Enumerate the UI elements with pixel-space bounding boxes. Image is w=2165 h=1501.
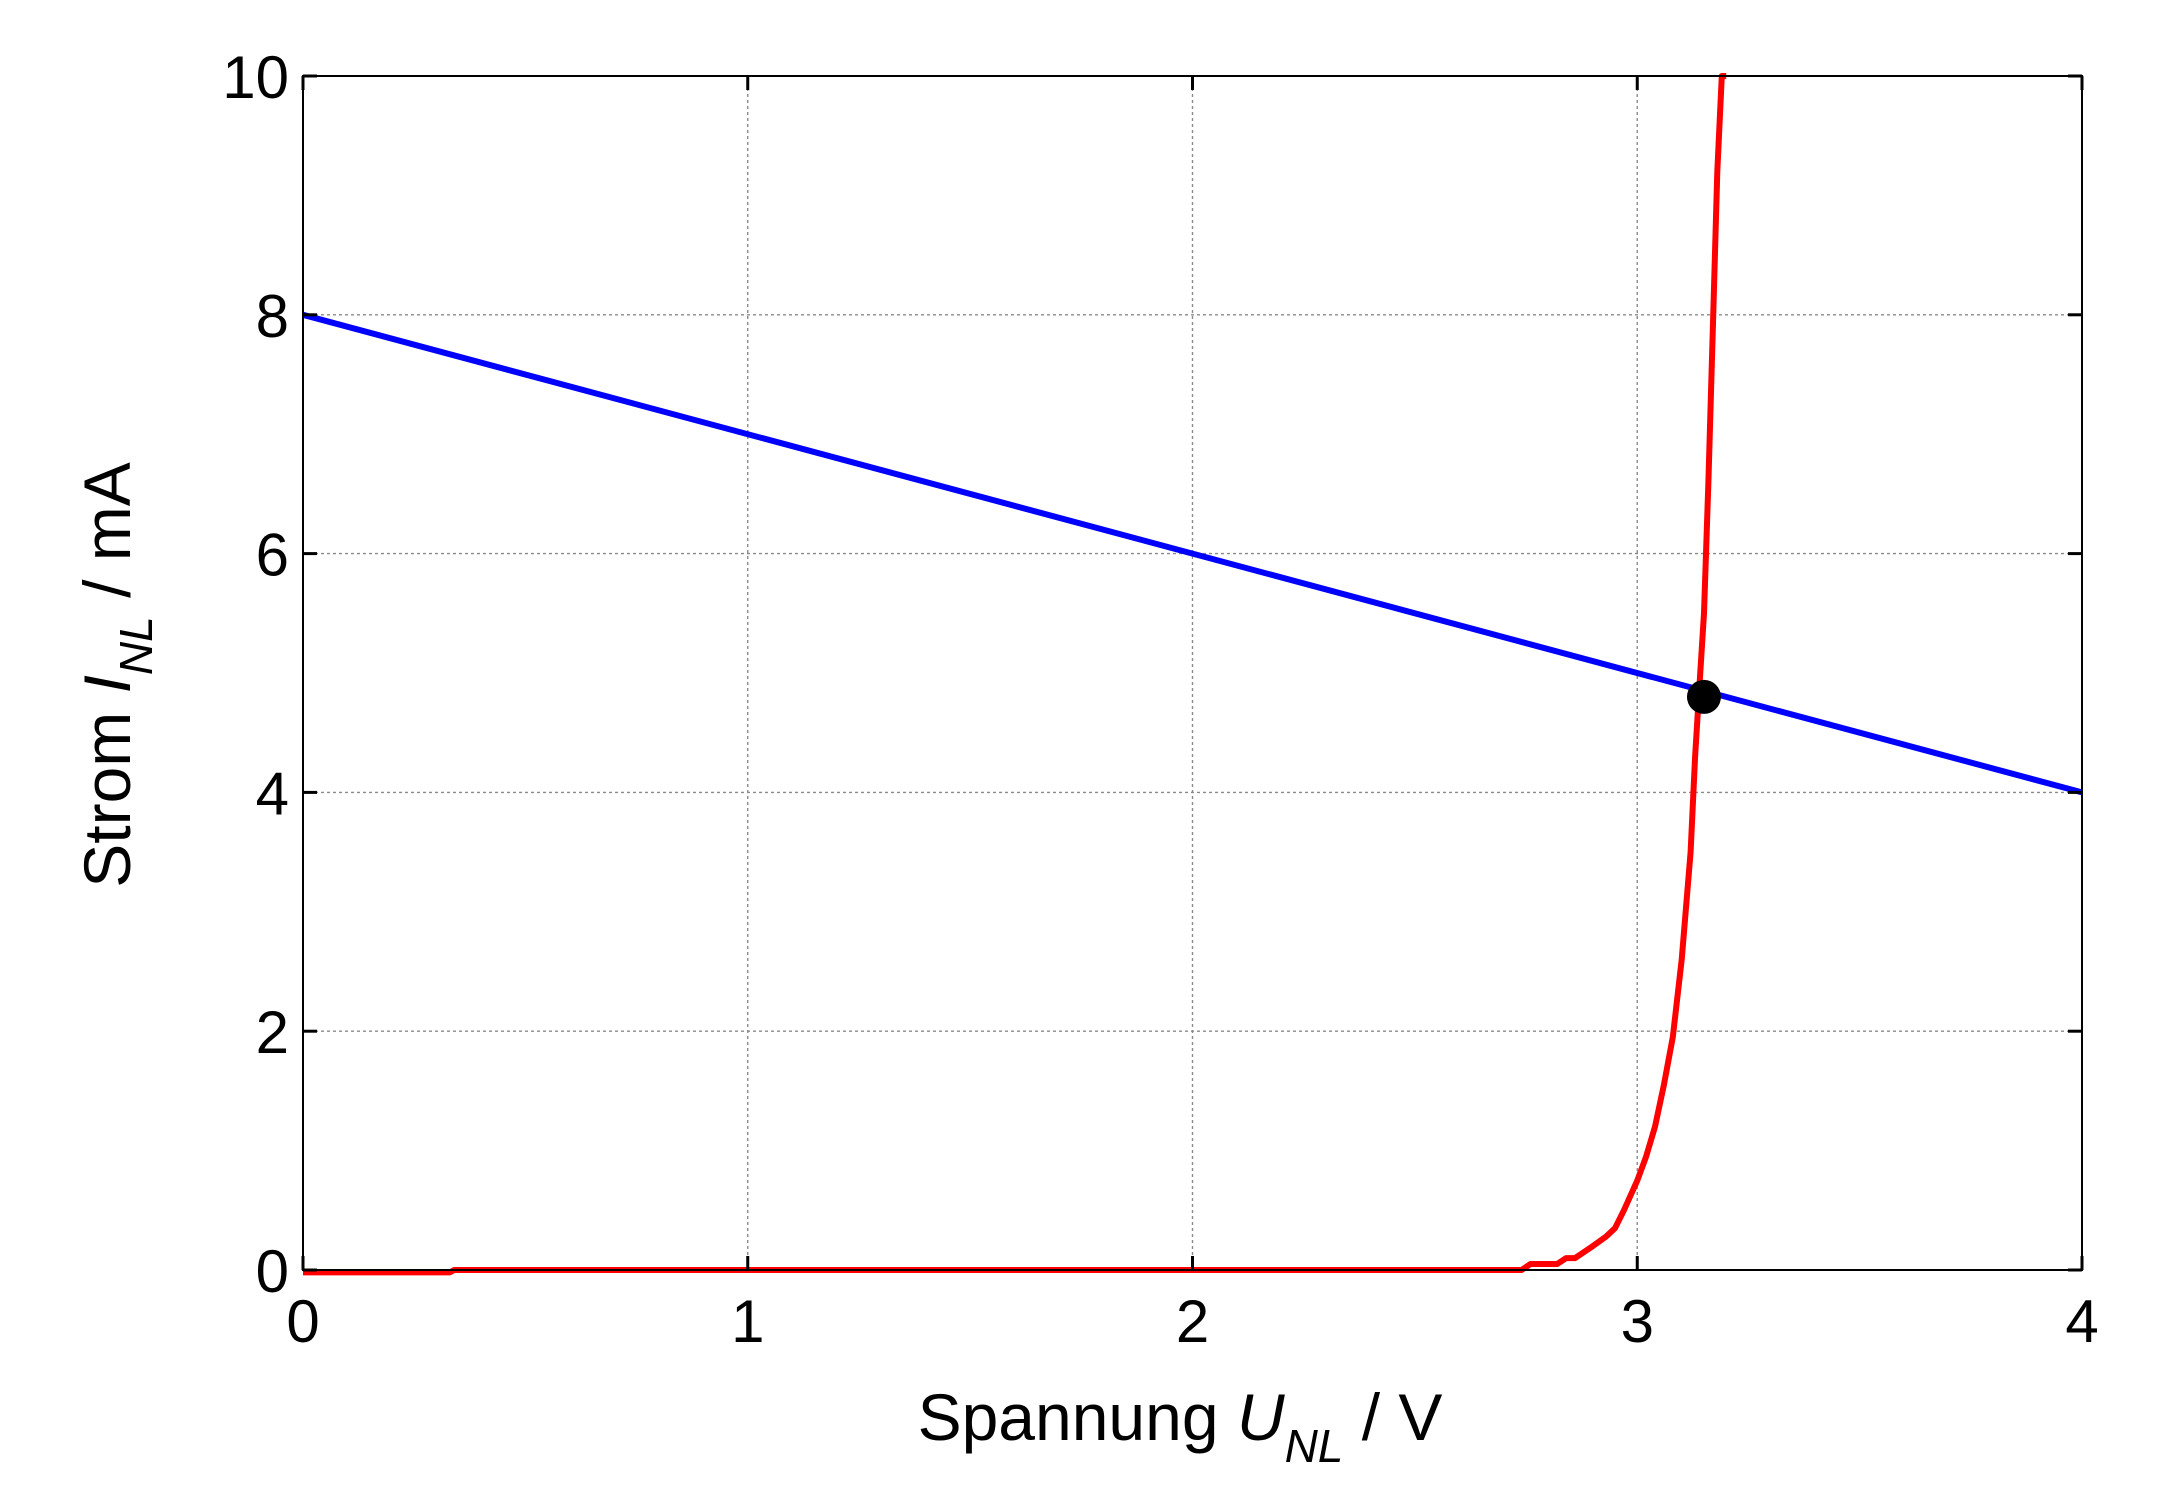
y-tick-label: 8: [256, 283, 289, 350]
annotations: [1686, 679, 1721, 714]
operating-point-marker: [1686, 679, 1721, 714]
y-tick-label: 4: [256, 760, 289, 827]
x-tick-label: 3: [1621, 1288, 1654, 1355]
series-line-0: [302, 311, 2083, 796]
x-tick-label: 2: [1176, 1288, 1209, 1355]
y-tick-label: 10: [222, 44, 289, 111]
x-axis-label: Spannung UNL / V: [918, 1380, 1443, 1472]
y-tick-label: 0: [256, 1238, 289, 1305]
y-axis-label: Strom INL / mA: [70, 462, 162, 888]
series-lines: [302, 73, 2083, 1276]
x-tick-label: 1: [731, 1288, 764, 1355]
series-line-1: [303, 73, 1727, 1276]
y-tick-label: 6: [256, 522, 289, 589]
x-tick-label: 4: [2065, 1288, 2098, 1355]
x-tick-label: 0: [286, 1288, 319, 1355]
axes-frame: [301, 74, 2084, 1272]
y-tick-label: 2: [256, 999, 289, 1066]
grid-lines: [303, 76, 2082, 1270]
y-tick-labels: 0 2 4 6 8 10: [222, 44, 289, 1305]
x-tick-labels: 0 1 2 3 4: [286, 1288, 2098, 1355]
